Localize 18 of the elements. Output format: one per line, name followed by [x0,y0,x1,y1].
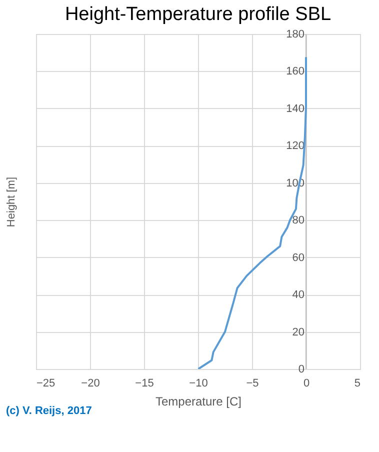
y-axis-title: Height [m] [6,176,18,228]
x-tick-label: −20 [81,378,100,390]
y-tick-label: 140 [286,102,304,115]
x-tick-label: −15 [135,378,154,390]
x-tick-label: −25 [36,378,56,390]
x-axis-title: Temperature [C] [155,394,242,408]
chart-title: Height-Temperature profile SBL [64,4,332,25]
text: (c) V. Reijs, 2017 [6,405,92,417]
y-tick-label: 180 [286,28,304,40]
x-tick-label: −10 [189,378,208,390]
x-tick-label: −5 [246,378,259,390]
y-tick-label: 20 [292,326,304,338]
y-tick-label: 80 [292,214,304,227]
x-tick-label: 5 [354,378,360,390]
y-tick-label: 60 [292,252,304,264]
y-tick-label: 40 [292,289,304,302]
y-tick-label: 160 [286,66,304,78]
y-tick-label: 0 [298,364,304,376]
